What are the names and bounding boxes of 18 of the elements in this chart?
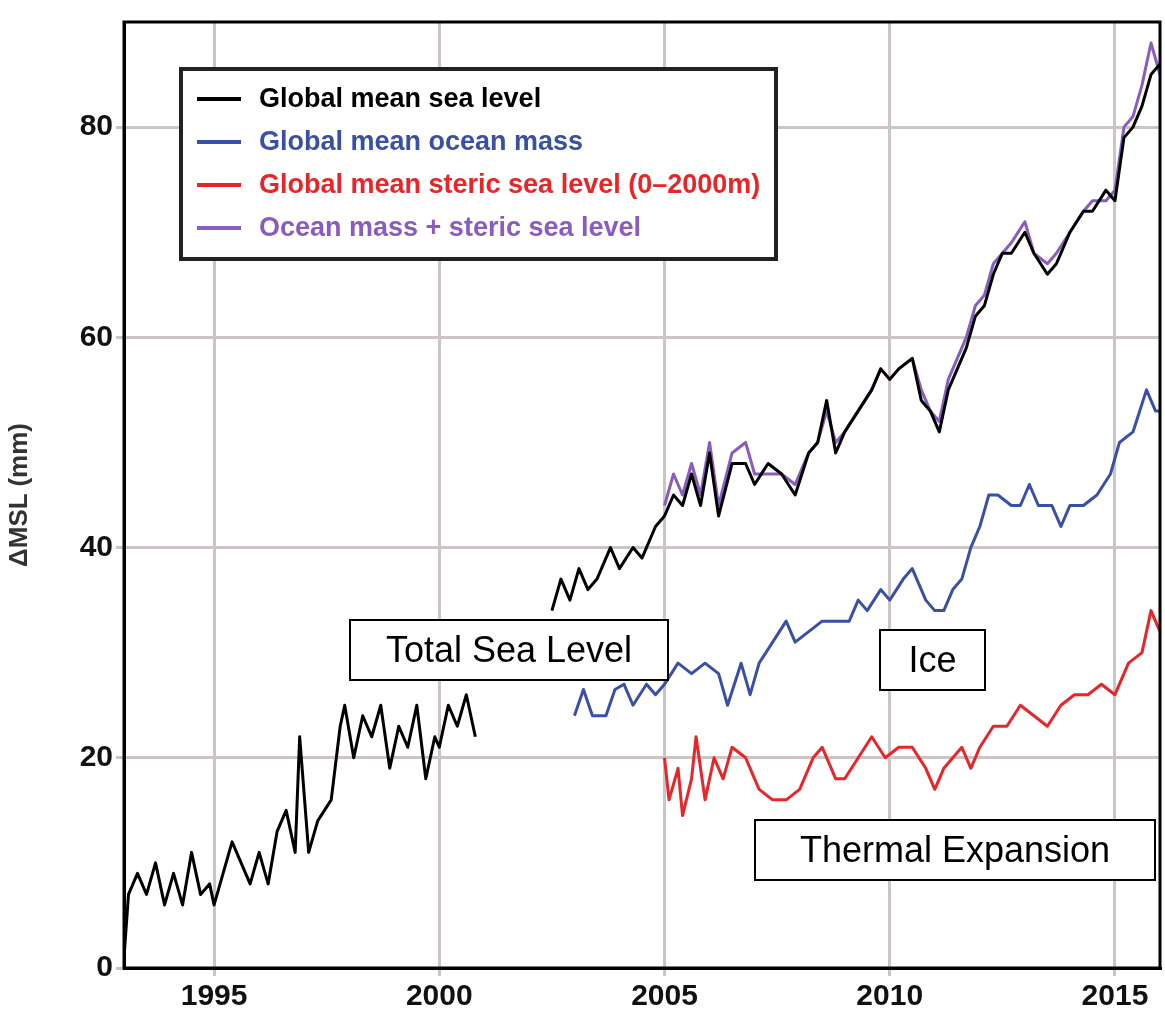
legend-label: Global mean steric sea level (0–2000m) (259, 169, 761, 200)
x-tick-label: 2015 (1081, 978, 1149, 1012)
y-axis-title: ΔMSL (mm) (2, 423, 33, 567)
x-tick-label: 1995 (180, 978, 248, 1012)
legend-label: Ocean mass + steric sea level (259, 212, 642, 243)
y-tick-label: 0 (96, 949, 113, 983)
y-tick-label: 80 (79, 108, 113, 142)
x-tick-label: 2000 (405, 978, 473, 1012)
y-tick-label: 60 (79, 318, 113, 352)
annotation: Ice (908, 638, 957, 680)
annotation: Total Sea Level (385, 628, 633, 670)
legend-label: Global mean ocean mass (259, 126, 584, 157)
y-tick-label: 20 (79, 739, 113, 773)
x-tick-label: 2005 (631, 978, 698, 1012)
annotation: Thermal Expansion (799, 828, 1111, 870)
y-tick-label: 40 (79, 528, 113, 562)
x-tick-label: 2010 (856, 978, 924, 1012)
legend-label: Global mean sea level (259, 83, 542, 114)
